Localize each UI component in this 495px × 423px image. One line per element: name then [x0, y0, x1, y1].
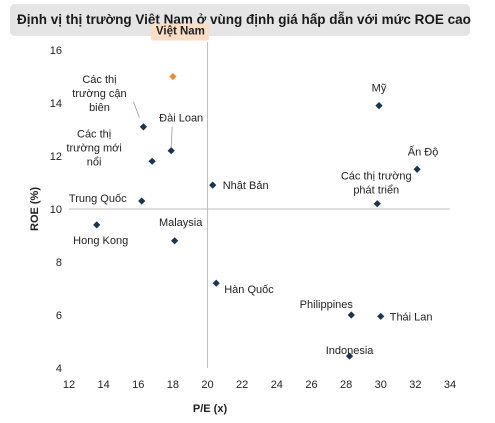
- leader-line-dai-loan: [170, 126, 173, 148]
- data-label-indonesia: Indonesia: [326, 345, 375, 357]
- data-label-cac-thi-truong-phat-trien: Các thị trường phát triển: [341, 171, 412, 197]
- x-tick-label: 28: [340, 379, 352, 391]
- data-point-trung-quoc: [138, 197, 146, 205]
- y-tick-label: 6: [56, 310, 62, 322]
- y-tick-label: 8: [56, 257, 62, 269]
- data-point-hong-kong: [93, 221, 101, 229]
- data-point-cac-thi-truong-moi-noi: [148, 157, 156, 165]
- x-tick-label: 22: [236, 379, 248, 391]
- x-tick-label: 30: [375, 379, 387, 391]
- data-point-indonesia: [345, 352, 354, 360]
- data-point-han-quoc: [212, 279, 220, 287]
- highlight-label-bg: [150, 23, 209, 41]
- x-tick-label: 16: [132, 379, 144, 391]
- x-tick-label: 32: [409, 379, 421, 391]
- data-point-viet-nam: [169, 72, 177, 81]
- data-point-my: [375, 102, 383, 110]
- data-label-dai-loan: Đài Loan: [159, 113, 203, 125]
- x-tick-label: 24: [271, 379, 283, 391]
- y-axis-label: ROE (%): [29, 187, 41, 231]
- data-label-trung-quoc: Trung Quốc: [69, 193, 127, 205]
- data-label-cac-thi-truong-can-bien: Các thị trường cận biên: [72, 74, 126, 114]
- x-tick-label: 12: [63, 379, 75, 391]
- x-tick-label: 26: [305, 379, 317, 391]
- y-tick-label: 14: [50, 98, 62, 110]
- data-label-nhat-ban: Nhật Bản: [223, 180, 269, 192]
- data-label-cac-thi-truong-moi-noi: Các thị trường mới nổi: [66, 128, 121, 168]
- leader-line-cac-thi-truong-can-bien: [133, 101, 140, 118]
- data-point-philippines: [347, 311, 355, 319]
- data-label-my: Mỹ: [372, 83, 387, 95]
- x-tick-label: 20: [201, 379, 213, 391]
- y-tick-label: 4: [56, 363, 62, 375]
- y-tick-label: 10: [50, 204, 62, 216]
- x-tick-label: 34: [444, 379, 456, 391]
- x-axis-label: P/E (x): [193, 403, 228, 415]
- data-label-viet-nam: Việt Nam: [156, 26, 205, 38]
- data-label-han-quoc: Hàn Quốc: [224, 284, 274, 296]
- chart-title: Định vị thị trường Việt Nam ở vùng định …: [17, 12, 471, 27]
- data-label-thai-lan: Thái Lan: [390, 311, 433, 323]
- data-point-cac-thi-truong-can-bien: [139, 123, 148, 131]
- x-tick-label: 18: [167, 379, 179, 391]
- data-point-dai-loan: [167, 147, 175, 155]
- data-label-hong-kong: Hong Kong: [73, 235, 128, 247]
- data-label-an-do: Ấn Độ: [408, 145, 439, 158]
- data-point-an-do: [413, 165, 421, 173]
- data-label-philippines: Philippines: [300, 299, 354, 311]
- x-tick-label: 14: [98, 379, 110, 391]
- y-tick-label: 16: [50, 45, 62, 57]
- y-tick-label: 12: [50, 151, 62, 163]
- data-point-thai-lan: [377, 312, 385, 320]
- title-bar: Định vị thị trường Việt Nam ở vùng định …: [10, 4, 471, 36]
- data-label-malaysia: Malaysia: [159, 217, 203, 229]
- data-point-nhat-ban: [209, 181, 217, 189]
- data-point-malaysia: [171, 237, 179, 245]
- data-point-cac-thi-truong-phat-trien: [373, 200, 381, 208]
